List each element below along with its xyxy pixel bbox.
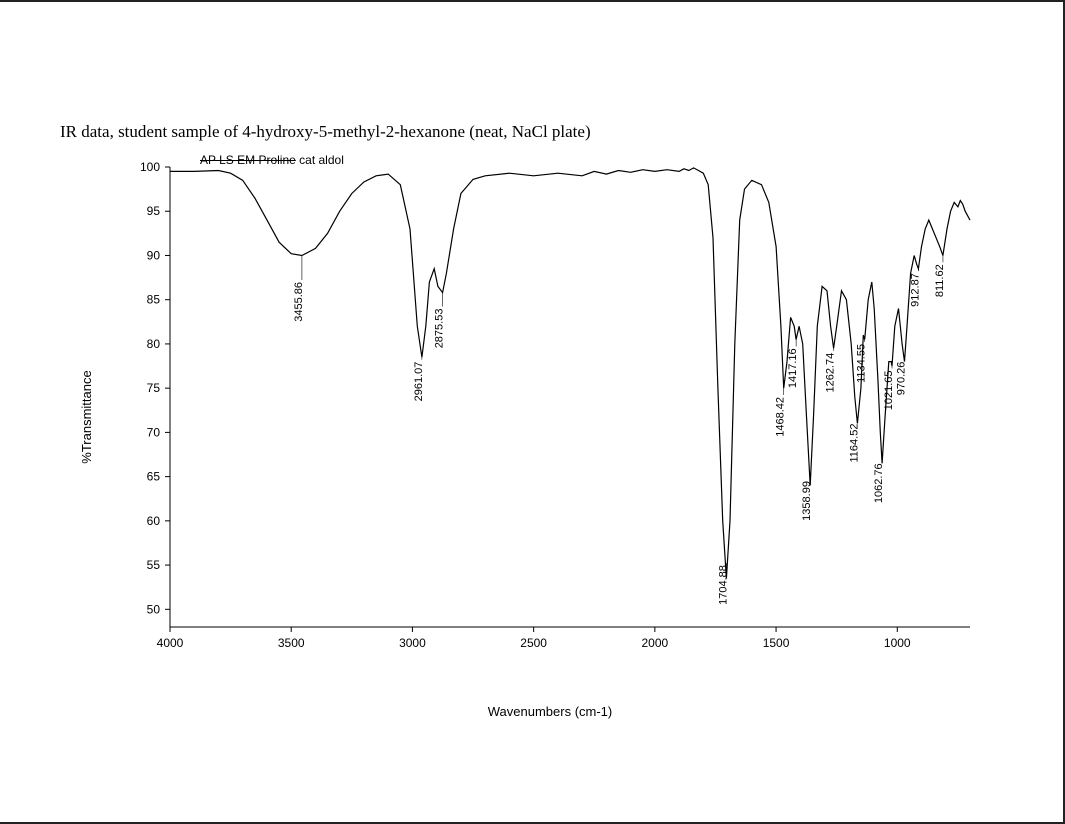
svg-text:1417.16: 1417.16 xyxy=(787,348,799,388)
svg-text:95: 95 xyxy=(147,204,161,218)
svg-text:90: 90 xyxy=(147,248,161,262)
svg-text:1062.76: 1062.76 xyxy=(873,463,885,503)
svg-text:1704.88: 1704.88 xyxy=(717,565,729,605)
svg-text:1500: 1500 xyxy=(763,636,790,650)
svg-text:1134.55: 1134.55 xyxy=(856,344,868,383)
chart-title: IR data, student sample of 4-hydroxy-5-m… xyxy=(60,122,1020,142)
svg-text:3455.86: 3455.86 xyxy=(293,282,305,322)
plot-container: AP LS EM Proline cat aldol %Transmittanc… xyxy=(100,157,1000,677)
svg-text:1358.99: 1358.99 xyxy=(801,481,813,521)
content-area: IR data, student sample of 4-hydroxy-5-m… xyxy=(60,122,1020,677)
svg-text:55: 55 xyxy=(147,558,161,572)
annotation-keep: cat aldol xyxy=(296,153,344,167)
svg-text:75: 75 xyxy=(147,381,161,395)
svg-text:100: 100 xyxy=(140,160,160,174)
svg-text:4000: 4000 xyxy=(157,636,184,650)
svg-text:1262.74: 1262.74 xyxy=(825,353,837,393)
svg-text:811.62: 811.62 xyxy=(934,264,946,297)
plot-annotation: AP LS EM Proline cat aldol xyxy=(200,153,344,167)
svg-text:80: 80 xyxy=(147,337,161,351)
svg-text:50: 50 xyxy=(147,602,161,616)
svg-text:3000: 3000 xyxy=(399,636,426,650)
svg-text:65: 65 xyxy=(147,470,161,484)
y-axis-label: %Transmittance xyxy=(79,370,94,463)
svg-text:1468.42: 1468.42 xyxy=(775,397,787,437)
svg-text:70: 70 xyxy=(147,425,161,439)
ir-spectrum-plot: 50 55 60 65 70 75 80 85 90 95 100 4000 3500 3000 2500 2… xyxy=(100,157,1000,677)
svg-text:1021.65: 1021.65 xyxy=(883,370,895,410)
svg-text:970.26: 970.26 xyxy=(895,362,907,396)
svg-text:1000: 1000 xyxy=(884,636,911,650)
x-axis-label: Wavenumbers (cm-1) xyxy=(100,704,1000,719)
annotation-strike: AP LS EM Proline xyxy=(200,153,296,167)
svg-text:1164.52: 1164.52 xyxy=(848,424,860,463)
svg-text:2875.53: 2875.53 xyxy=(434,309,446,349)
page: IR data, student sample of 4-hydroxy-5-m… xyxy=(0,0,1065,824)
svg-text:912.87: 912.87 xyxy=(909,273,921,307)
svg-text:2961.07: 2961.07 xyxy=(413,362,425,402)
svg-text:3500: 3500 xyxy=(278,636,305,650)
svg-text:2000: 2000 xyxy=(641,636,668,650)
svg-text:85: 85 xyxy=(147,293,161,307)
svg-text:60: 60 xyxy=(147,514,161,528)
svg-text:2500: 2500 xyxy=(520,636,547,650)
